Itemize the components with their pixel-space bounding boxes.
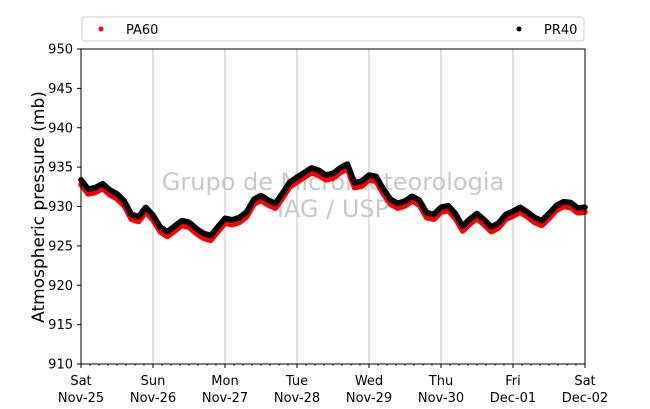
y-axis-label: Atmospheric pressure (mb) — [29, 91, 49, 323]
x-tick-label-date: Nov-28 — [274, 391, 320, 406]
axes: 910 915 920 925 930 935 940 945 950 Sat Nov-25 Sun N… — [48, 43, 608, 407]
x-tick-label-day: Mon — [211, 374, 238, 389]
legend-marker-pr40 — [516, 26, 522, 32]
legend-label-pa60: PA60 — [126, 23, 158, 38]
x-tick-label-date: Nov-29 — [346, 391, 392, 406]
x-tick-label-day: Sat — [574, 374, 595, 389]
watermark-line-2: IAG / USP — [277, 195, 389, 223]
legend-frame — [81, 16, 585, 42]
y-tick-label: 945 — [48, 82, 73, 97]
y-tick-label: 920 — [48, 279, 73, 294]
y-tick-label: 915 — [48, 318, 73, 333]
plot-series — [78, 161, 588, 244]
watermark: Grupo de Micrometeorologia IAG / USP — [162, 168, 504, 223]
x-tick-label-day: Fri — [505, 374, 521, 389]
legend-marker-pa60 — [98, 26, 104, 32]
x-tick-label-date: Dec-01 — [490, 391, 536, 406]
y-tick-label: 925 — [48, 239, 73, 254]
y-tick-label: 935 — [48, 161, 73, 176]
y-tick-label: 950 — [48, 43, 73, 58]
x-tick-label-day: Sat — [70, 374, 91, 389]
x-tick-label-date: Nov-27 — [202, 391, 248, 406]
y-tick-label: 940 — [48, 121, 73, 136]
legend: PA60 PR40 — [81, 16, 585, 42]
x-tick-label-date: Nov-26 — [130, 391, 176, 406]
x-tick-label-day: Thu — [428, 374, 453, 389]
x-tick-label-day: Wed — [355, 374, 383, 389]
x-tick-label-day: Tue — [285, 374, 308, 389]
x-tick-label-date: Dec-02 — [562, 391, 608, 406]
y-tick-label: 930 — [48, 200, 73, 215]
legend-label-pr40: PR40 — [544, 23, 577, 38]
series-pr40 — [78, 161, 588, 239]
x-tick-label-day: Sun — [141, 374, 166, 389]
y-tick-label: 910 — [48, 358, 73, 373]
x-tick-label-date: Nov-25 — [58, 391, 104, 406]
x-tick-label-date: Nov-30 — [418, 391, 464, 406]
